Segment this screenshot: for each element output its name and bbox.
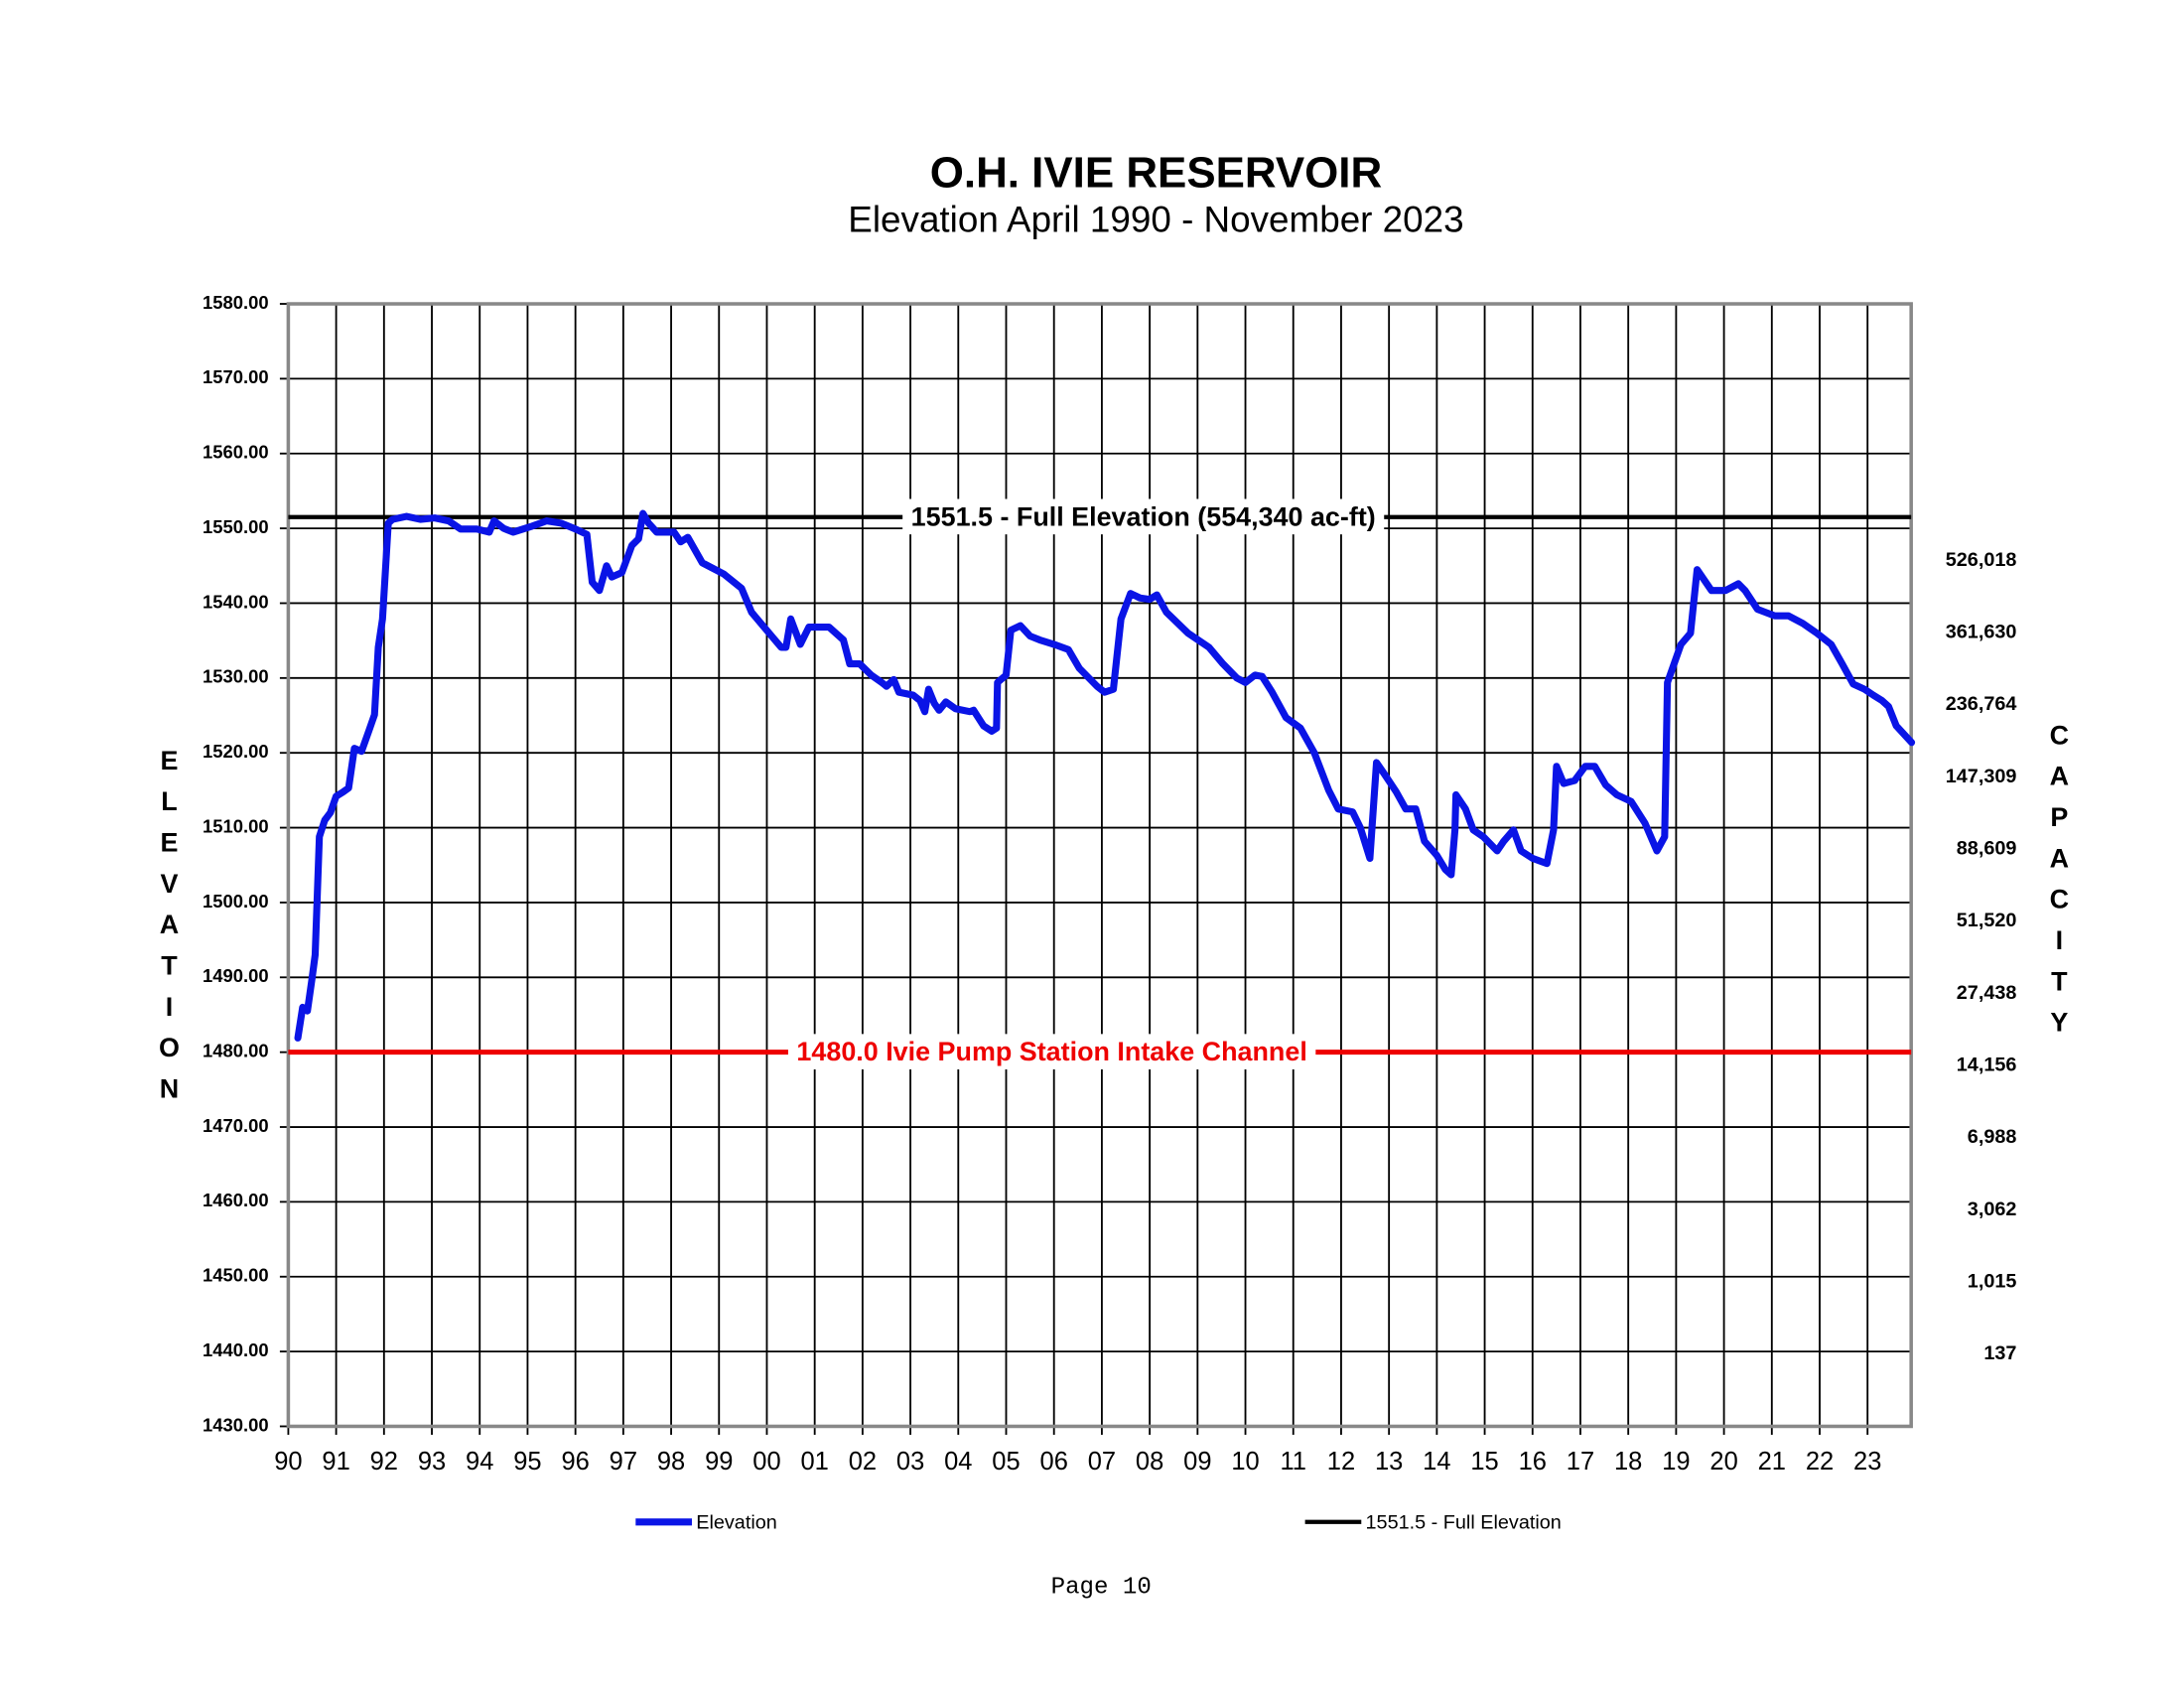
y-tick-label: 1540.00	[203, 591, 269, 612]
legend-label: Elevation	[696, 1511, 777, 1533]
y-tick-label: 1530.00	[203, 666, 269, 687]
x-tick-label: 96	[561, 1448, 589, 1476]
x-tick-label: 16	[1519, 1448, 1547, 1476]
y-tick-label: 1510.00	[203, 815, 269, 836]
label-background	[902, 498, 1385, 535]
y-tick-label: 1450.00	[203, 1265, 269, 1286]
x-tick-label: 11	[1281, 1448, 1306, 1476]
x-tick-label: 90	[274, 1448, 302, 1476]
capacity-label: 27,438	[1957, 982, 2017, 1004]
y-tick-label: 1470.00	[203, 1115, 269, 1136]
y-tick-label: 1560.00	[203, 442, 269, 463]
x-tick-label: 02	[849, 1448, 877, 1476]
y-tick-label: 1460.00	[203, 1190, 269, 1210]
x-tick-label: 10	[1231, 1448, 1259, 1476]
capacity-label: 147,309	[1946, 766, 2017, 787]
capacity-label: 88,609	[1957, 838, 2017, 860]
x-tick-label: 19	[1662, 1448, 1690, 1476]
y-tick-label: 1550.00	[203, 516, 269, 537]
x-tick-label: 18	[1614, 1448, 1642, 1476]
capacity-label: 14,156	[1957, 1055, 2017, 1076]
x-tick-label: 92	[370, 1448, 398, 1476]
y-tick-label: 1480.00	[203, 1041, 269, 1061]
x-tick-label: 91	[322, 1448, 349, 1476]
reference-label: 1480.0 Ivie Pump Station Intake Channel	[796, 1037, 1306, 1066]
y-tick-label: 1490.00	[203, 965, 269, 986]
capacity-label: 51,520	[1957, 910, 2017, 931]
x-tick-label: 98	[657, 1448, 685, 1476]
x-tick-label: 03	[896, 1448, 924, 1476]
x-tick-label: 12	[1327, 1448, 1355, 1476]
x-tick-label: 07	[1088, 1448, 1116, 1476]
x-tick-label: 23	[1853, 1448, 1881, 1476]
x-tick-label: 95	[513, 1448, 541, 1476]
chart-subtitle: Elevation April 1990 - November 2023	[848, 200, 1463, 240]
reference-label: 1551.5 - Full Elevation (554,340 ac-ft)	[911, 501, 1376, 531]
y2-axis-label: CAPACITY	[2044, 720, 2074, 1049]
capacity-label: 526,018	[1946, 549, 2017, 571]
x-tick-label: 00	[752, 1448, 780, 1476]
x-tick-label: 06	[1040, 1448, 1068, 1476]
x-tick-label: 09	[1183, 1448, 1211, 1476]
x-tick-label: 22	[1806, 1448, 1834, 1476]
capacity-label: 6,988	[1968, 1126, 2017, 1148]
label-background	[787, 1034, 1316, 1070]
x-tick-label: 99	[705, 1448, 733, 1476]
capacity-label: 236,764	[1946, 693, 2017, 715]
x-tick-label: 94	[466, 1448, 493, 1476]
capacity-label: 137	[1983, 1342, 2016, 1364]
x-tick-label: 08	[1136, 1448, 1163, 1476]
y-tick-label: 1500.00	[203, 891, 269, 912]
x-tick-label: 13	[1375, 1448, 1403, 1476]
x-tick-label: 20	[1709, 1448, 1737, 1476]
x-tick-label: 21	[1758, 1448, 1786, 1476]
capacity-label: 3,062	[1968, 1198, 2017, 1220]
x-tick-label: 97	[610, 1448, 637, 1476]
y-tick-label: 1430.00	[203, 1414, 269, 1435]
capacity-label: 1,015	[1968, 1271, 2017, 1293]
x-tick-label: 17	[1567, 1448, 1594, 1476]
capacity-label: 361,630	[1946, 622, 2017, 643]
x-tick-label: 01	[800, 1448, 828, 1476]
page-footer: Page 10	[1051, 1574, 1152, 1601]
y-tick-label: 1520.00	[203, 741, 269, 762]
x-tick-label: 15	[1470, 1448, 1498, 1476]
x-tick-label: 93	[418, 1448, 446, 1476]
chart-title: O.H. IVIE RESERVOIR	[930, 149, 1382, 198]
x-tick-label: 04	[944, 1448, 972, 1476]
x-tick-label: 14	[1423, 1448, 1450, 1476]
y-tick-label: 1440.00	[203, 1339, 269, 1360]
series-line	[294, 509, 1916, 1042]
y-tick-label: 1580.00	[203, 292, 269, 313]
x-tick-label: 05	[992, 1448, 1020, 1476]
y-tick-label: 1570.00	[203, 366, 269, 387]
y-axis-label: ELEVATION	[154, 746, 184, 1115]
plot-frame	[286, 302, 1913, 1429]
legend-label: 1551.5 - Full Elevation	[1366, 1511, 1562, 1533]
